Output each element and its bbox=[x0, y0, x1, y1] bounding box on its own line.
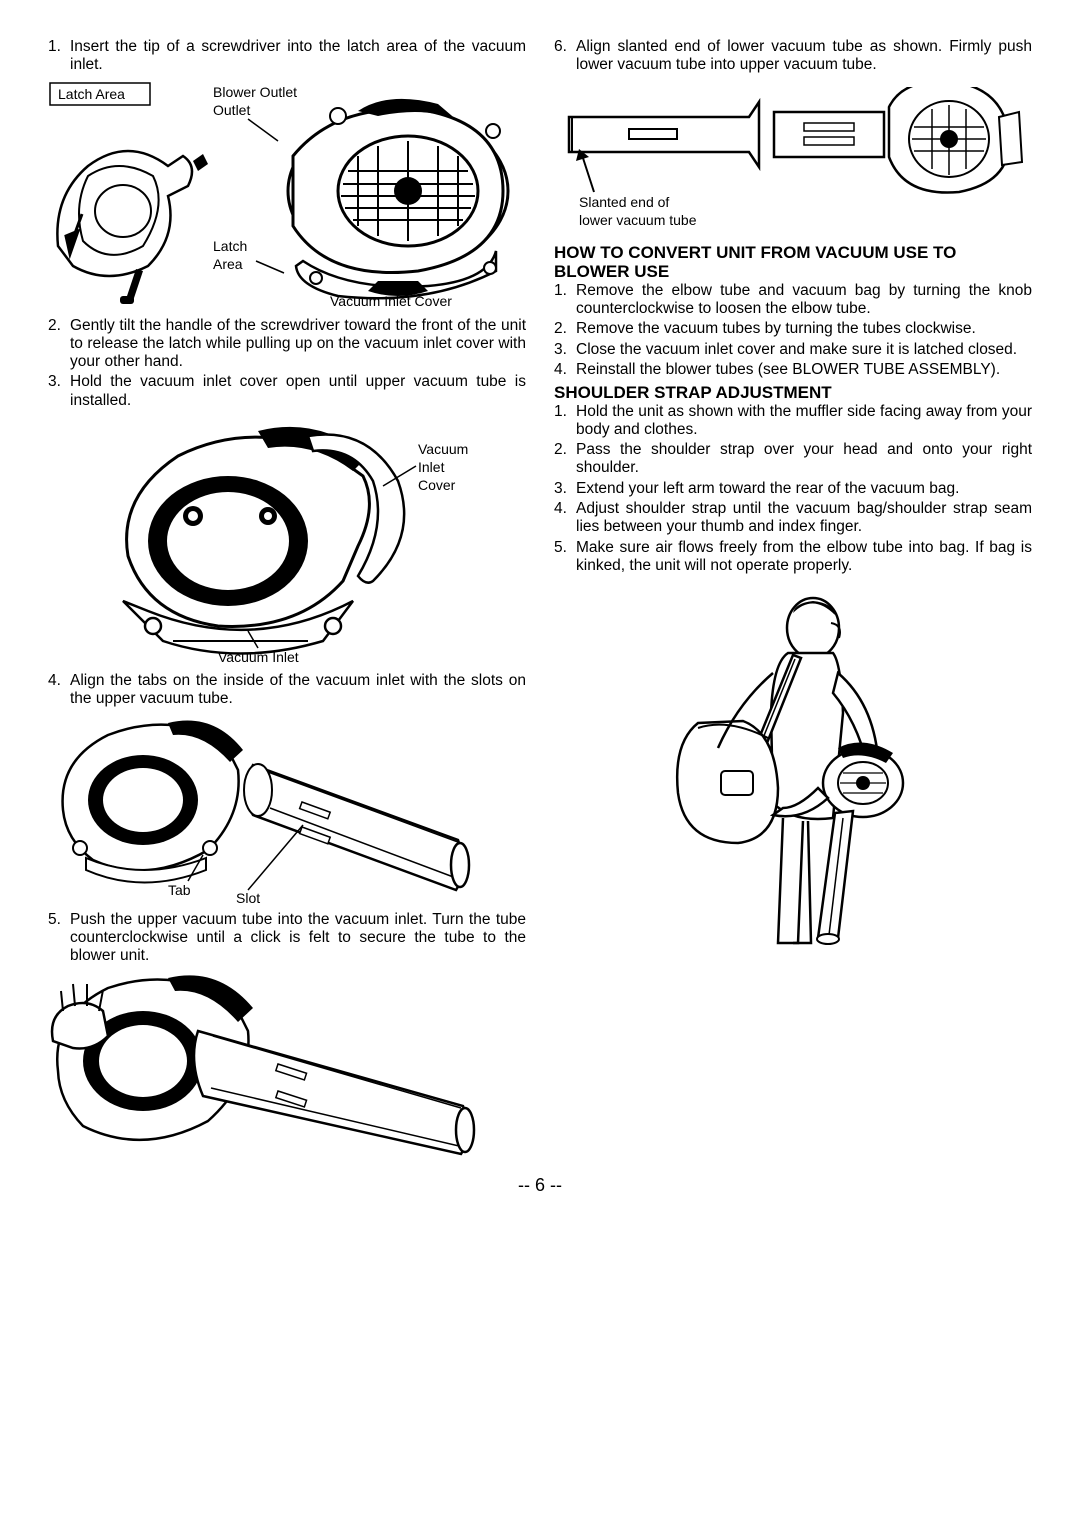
step-text: Gently tilt the handle of the screwdrive… bbox=[70, 317, 526, 372]
step-text: Align the tabs on the inside of the vacu… bbox=[70, 672, 526, 709]
step-number: 4. bbox=[48, 672, 70, 709]
step-number: 2. bbox=[48, 317, 70, 372]
strap-steps: 1.Hold the unit as shown with the muffle… bbox=[554, 403, 1032, 576]
label-latch-area-box: Latch Area bbox=[58, 86, 125, 102]
step-1: 1. Insert the tip of a screwdriver into … bbox=[48, 38, 526, 75]
step-5: 5. Push the upper vacuum tube into the v… bbox=[48, 911, 526, 966]
step-2: 2. Gently tilt the handle of the screwdr… bbox=[48, 317, 526, 372]
left-steps-1: 1. Insert the tip of a screwdriver into … bbox=[48, 38, 526, 75]
right-column: 6. Align slanted end of lower vacuum tub… bbox=[554, 38, 1032, 1167]
figure-latch-area: Latch Area Blower Outlet Outlet bbox=[48, 81, 526, 311]
convert-step-1: 1.Remove the elbow tube and vacuum bag b… bbox=[554, 282, 1032, 319]
strap-step-2: 2.Pass the shoulder strap over your head… bbox=[554, 441, 1032, 478]
step-number: 1. bbox=[48, 38, 70, 75]
strap-step-3: 3.Extend your left arm toward the rear o… bbox=[554, 480, 1032, 498]
svg-text:Area: Area bbox=[213, 256, 243, 272]
figure-slanted-tube: Slanted end of lower vacuum tube bbox=[554, 87, 1032, 237]
step-3: 3. Hold the vacuum inlet cover open unti… bbox=[48, 373, 526, 410]
step-text: Insert the tip of a screwdriver into the… bbox=[70, 38, 526, 75]
figure-shoulder-strap bbox=[554, 593, 1032, 953]
svg-text:lower vacuum tube: lower vacuum tube bbox=[579, 212, 697, 228]
svg-text:Cover: Cover bbox=[418, 477, 456, 493]
step-text: Align slanted end of lower vacuum tube a… bbox=[576, 38, 1032, 75]
step-number: 5. bbox=[48, 911, 70, 966]
label-tab: Tab bbox=[168, 882, 191, 898]
convert-step-2: 2.Remove the vacuum tubes by turning the… bbox=[554, 320, 1032, 338]
step-text: Hold the vacuum inlet cover open until u… bbox=[70, 373, 526, 410]
left-steps-5: 5. Push the upper vacuum tube into the v… bbox=[48, 911, 526, 966]
convert-steps: 1.Remove the elbow tube and vacuum bag b… bbox=[554, 282, 1032, 379]
strap-step-4: 4.Adjust shoulder strap until the vacuum… bbox=[554, 500, 1032, 537]
heading-strap: SHOULDER STRAP ADJUSTMENT bbox=[554, 383, 1032, 403]
right-step-6: 6. Align slanted end of lower vacuum tub… bbox=[554, 38, 1032, 75]
step-6: 6. Align slanted end of lower vacuum tub… bbox=[554, 38, 1032, 75]
figure-tab-slot: Tab Slot bbox=[48, 715, 526, 905]
step-number: 3. bbox=[48, 373, 70, 410]
step-number: 6. bbox=[554, 38, 576, 75]
figure-vacuum-inlet: Vacuum Inlet Cover Vacuum Inlet bbox=[48, 416, 526, 666]
label-vacuum-inlet-cover: Vacuum Inlet Cover bbox=[330, 293, 452, 309]
left-steps-4: 4. Align the tabs on the inside of the v… bbox=[48, 672, 526, 709]
page-columns: 1. Insert the tip of a screwdriver into … bbox=[48, 38, 1032, 1167]
label-blower: Blower Outlet bbox=[213, 84, 297, 100]
strap-step-1: 1.Hold the unit as shown with the muffle… bbox=[554, 403, 1032, 440]
svg-text:Outlet: Outlet bbox=[213, 102, 250, 118]
label-slot: Slot bbox=[236, 890, 260, 905]
label-vacuum-inlet: Vacuum Inlet bbox=[218, 649, 299, 665]
left-column: 1. Insert the tip of a screwdriver into … bbox=[48, 38, 526, 1167]
svg-text:Slanted end of: Slanted end of bbox=[579, 194, 669, 210]
svg-text:Vacuum: Vacuum bbox=[418, 441, 468, 457]
step-4: 4. Align the tabs on the inside of the v… bbox=[48, 672, 526, 709]
left-steps-2-3: 2. Gently tilt the handle of the screwdr… bbox=[48, 317, 526, 410]
svg-text:Inlet: Inlet bbox=[418, 459, 445, 475]
page-number: -- 6 -- bbox=[0, 1175, 1080, 1196]
step-text: Push the upper vacuum tube into the vacu… bbox=[70, 911, 526, 966]
heading-convert: HOW TO CONVERT UNIT FROM VACUUM USE TO B… bbox=[554, 243, 1032, 282]
strap-step-5: 5.Make sure air flows freely from the el… bbox=[554, 539, 1032, 576]
label-latch-area-2: Latch bbox=[213, 238, 247, 254]
convert-step-4: 4.Reinstall the blower tubes (see BLOWER… bbox=[554, 361, 1032, 379]
figure-tube-inserted bbox=[48, 971, 526, 1161]
convert-step-3: 3.Close the vacuum inlet cover and make … bbox=[554, 341, 1032, 359]
